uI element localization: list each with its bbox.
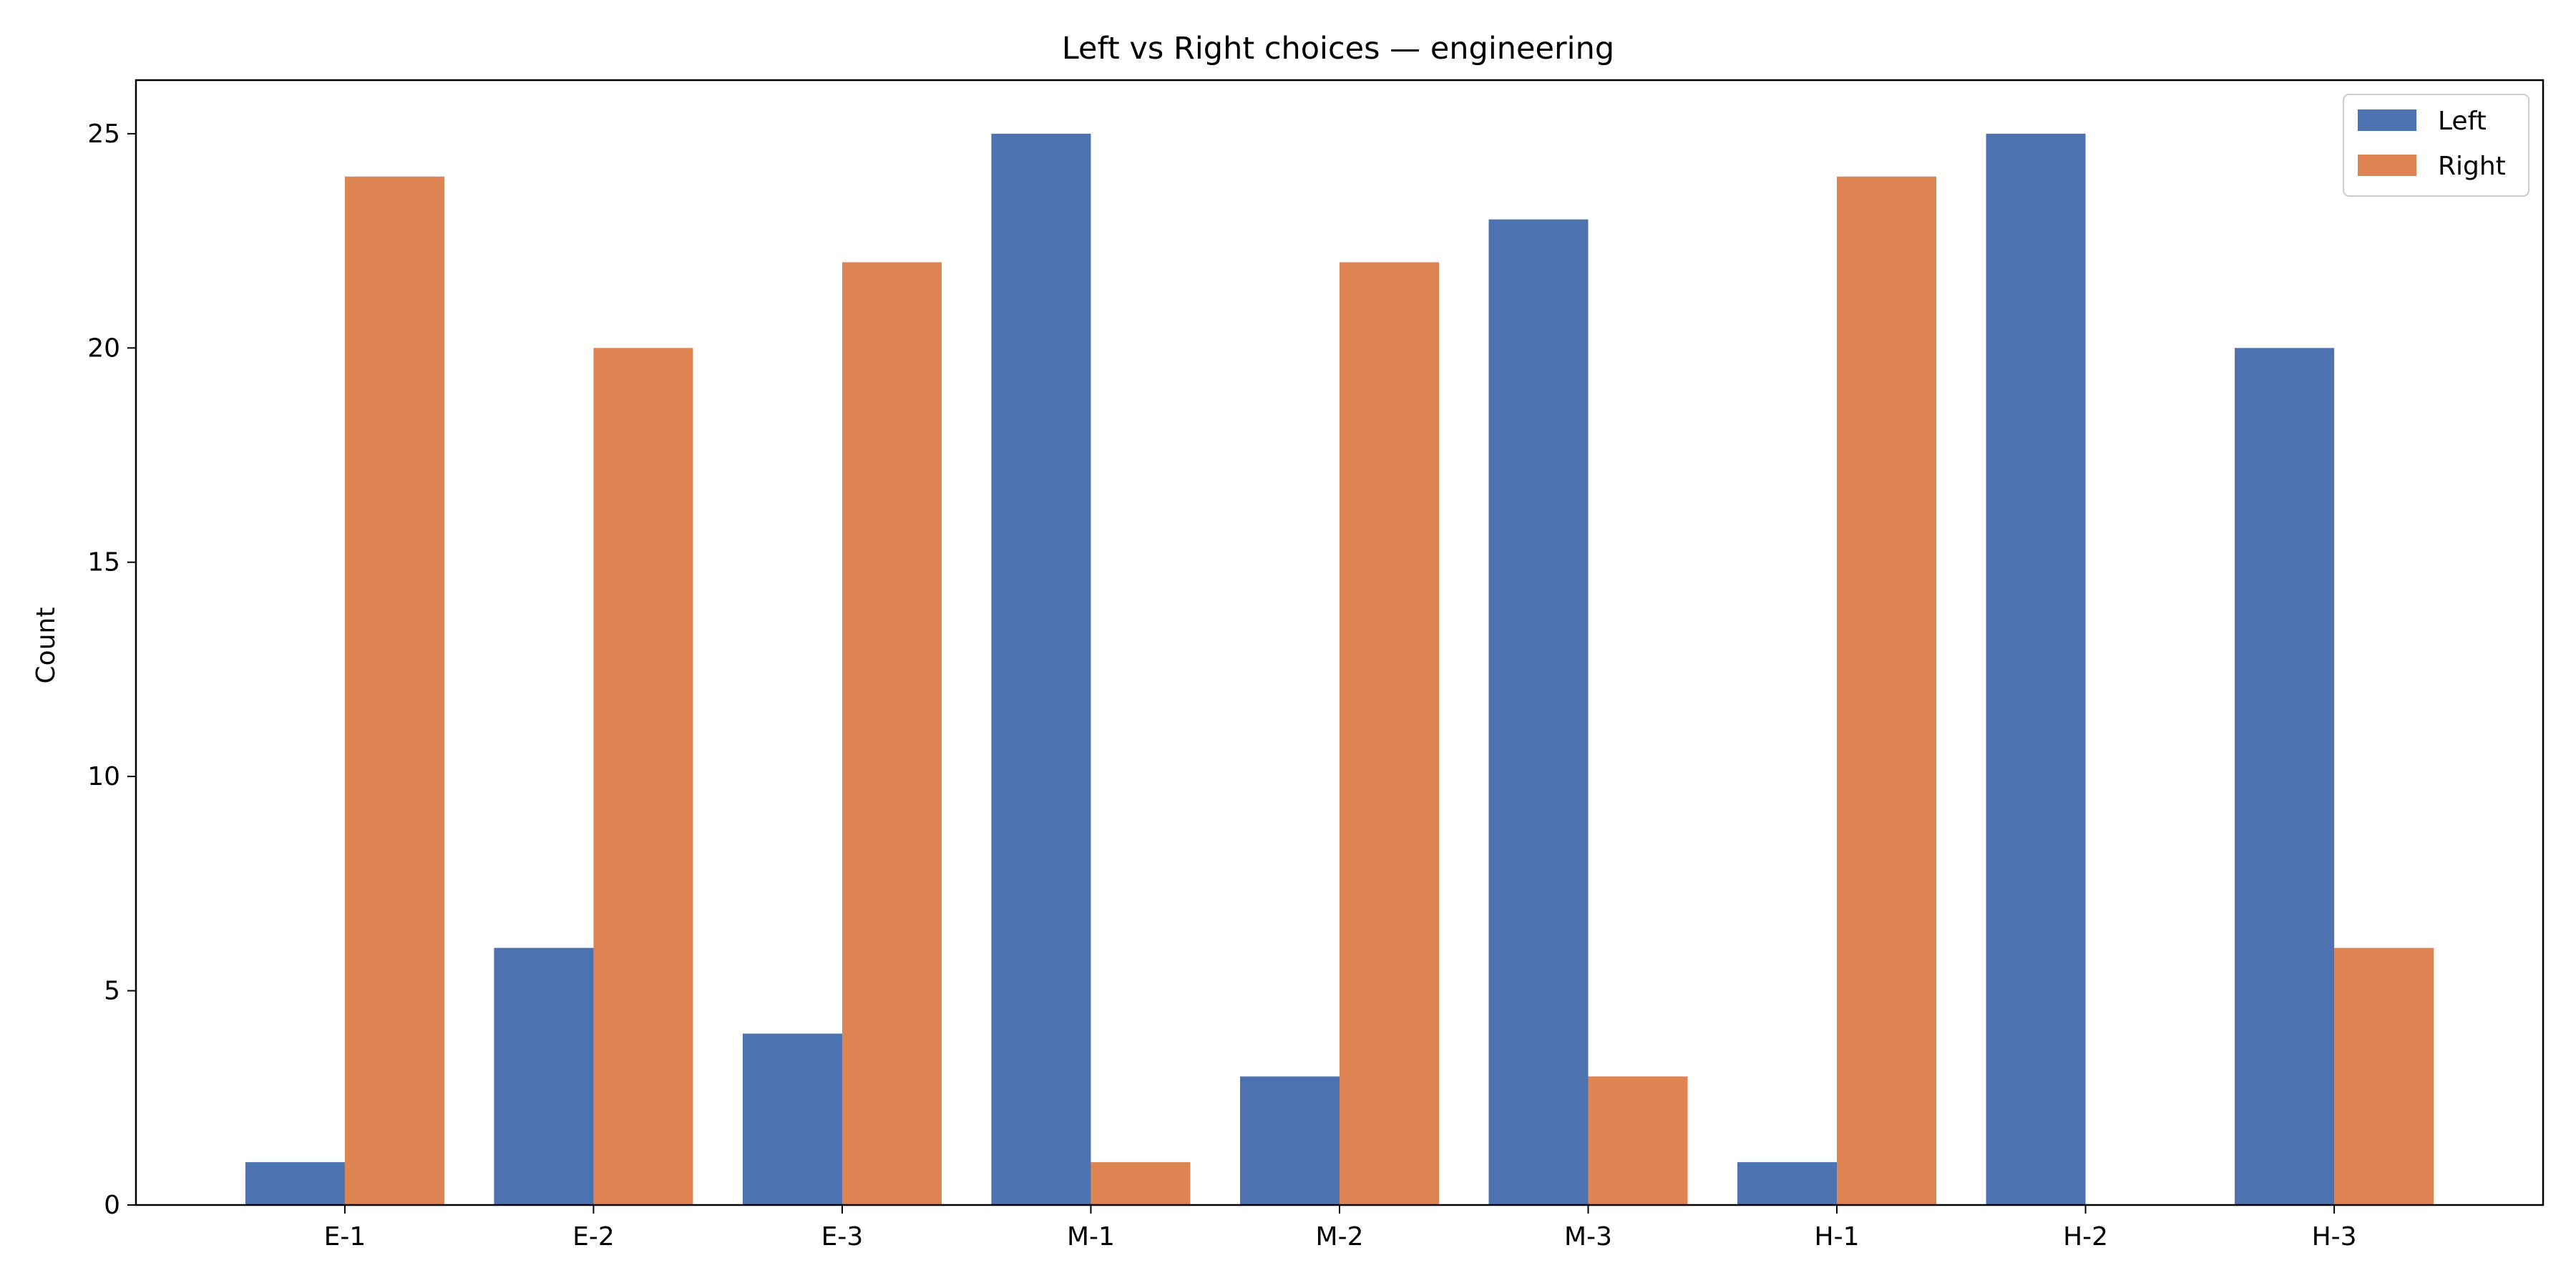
legend-label-left: Left (2438, 107, 2487, 136)
y-tick-label: 10 (87, 762, 120, 791)
x-tick-label: H-2 (2063, 1222, 2108, 1252)
x-tick-label: H-3 (2312, 1222, 2357, 1252)
x-tick-label: E-1 (324, 1222, 366, 1252)
x-tick-label: M-3 (1564, 1222, 1612, 1252)
bar-left-e-2 (494, 947, 594, 1205)
y-tick-label: 15 (87, 548, 120, 577)
y-axis-label: Count (31, 608, 61, 684)
bar-left-h-2 (1986, 133, 2086, 1205)
bar-left-h-3 (2235, 348, 2335, 1206)
legend: Left Right (2343, 94, 2529, 197)
x-tick-label: E-3 (821, 1222, 864, 1252)
bar-right-e-1 (344, 176, 444, 1205)
bar-left-m-3 (1488, 219, 1589, 1206)
y-tick-label: 5 (104, 977, 120, 1006)
bar-right-m-2 (1340, 262, 1440, 1205)
bar-right-m-1 (1091, 1162, 1191, 1205)
y-tick-label: 20 (87, 333, 120, 363)
bar-left-h-1 (1737, 1162, 1838, 1205)
x-axis-ticks: E-1 E-2 E-3 M-1 M-2 M-3 H-1 H-2 H-3 (324, 1205, 2357, 1252)
legend-swatch-left (2358, 109, 2416, 131)
y-tick-label: 25 (87, 119, 120, 149)
bar-left-e-3 (742, 1033, 842, 1205)
legend-swatch-right (2358, 155, 2416, 176)
legend-label-right: Right (2438, 152, 2506, 181)
bar-right-m-3 (1588, 1076, 1688, 1205)
bar-right-h-3 (2334, 947, 2434, 1205)
x-tick-label: H-1 (1815, 1222, 1860, 1252)
bar-right-e-2 (593, 348, 693, 1206)
x-tick-label: M-1 (1067, 1222, 1115, 1252)
bar-right-h-1 (1837, 176, 1937, 1205)
chart-title: Left vs Right choices — engineering (1062, 31, 1614, 67)
plot-frame (135, 79, 2545, 1206)
bar-left-m-2 (1239, 1076, 1340, 1205)
bar-right-e-3 (841, 262, 942, 1205)
x-tick-label: E-2 (572, 1222, 615, 1252)
x-tick-label: M-2 (1316, 1222, 1364, 1252)
bars-group (245, 133, 2434, 1206)
bar-left-m-1 (991, 133, 1091, 1205)
bar-left-e-1 (245, 1162, 345, 1205)
y-tick-label: 0 (104, 1191, 120, 1220)
y-axis-ticks: 0 5 10 15 20 25 (87, 119, 136, 1220)
